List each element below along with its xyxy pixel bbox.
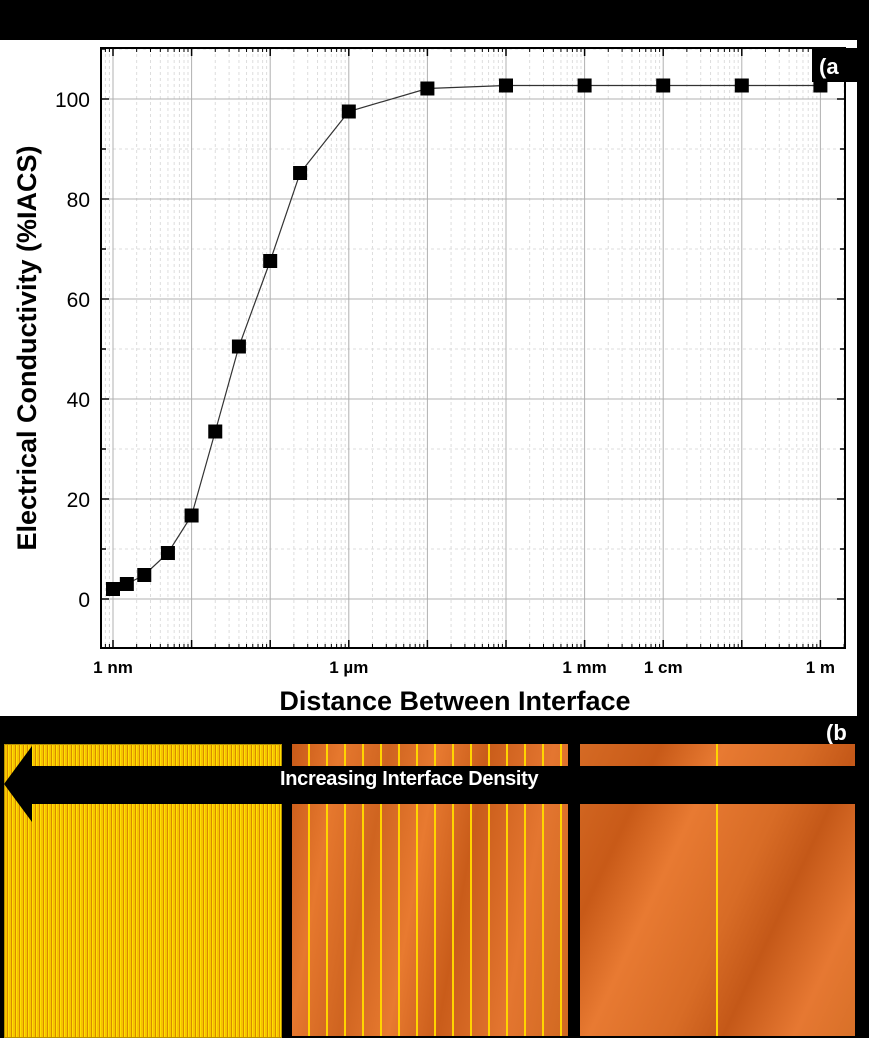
svg-text:1 m: 1 m — [806, 658, 835, 677]
top-black-bar — [0, 0, 869, 40]
svg-text:0: 0 — [78, 589, 90, 612]
panel-a-chart: 0 20 40 60 80 100 1 nm 1 µm 1 mm 1 cm 1 m (a Elec… — [0, 40, 857, 720]
arrow-left-icon — [4, 746, 32, 822]
arrow-shaft — [30, 766, 869, 804]
svg-text:60: 60 — [67, 289, 90, 312]
svg-text:20: 20 — [67, 489, 90, 512]
x-tick-labels: 1 nm 1 µm 1 mm 1 cm 1 m — [93, 658, 835, 677]
x-axis-title: Distance Between Interface — [279, 686, 630, 716]
svg-text:1 µm: 1 µm — [329, 658, 368, 677]
label-a-box — [812, 48, 857, 82]
svg-text:1 nm: 1 nm — [93, 658, 133, 677]
svg-text:100: 100 — [55, 89, 90, 112]
svg-text:1 cm: 1 cm — [644, 658, 683, 677]
plot-frame — [100, 47, 846, 649]
svg-text:1 mm: 1 mm — [562, 658, 606, 677]
y-axis-title: Electrical Conductivity (%IACS) — [12, 145, 42, 550]
minor-grid — [101, 48, 845, 648]
conductivity-chart: 0 20 40 60 80 100 1 nm 1 µm 1 mm 1 cm 1 m (a Elec… — [12, 47, 857, 720]
arrow-label: Increasing Interface Density — [280, 768, 539, 790]
axis-ticks — [101, 48, 845, 648]
panel-a-label: (a — [819, 54, 839, 79]
major-grid — [101, 48, 845, 648]
svg-text:40: 40 — [67, 389, 90, 412]
svg-text:80: 80 — [67, 189, 90, 212]
data-line — [112, 84, 821, 590]
y-tick-labels: 0 20 40 60 80 100 — [55, 89, 90, 612]
data-markers — [106, 78, 828, 596]
interface-line — [716, 744, 718, 1036]
panel-b-label: (b — [826, 720, 847, 745]
panel-b-microstructures: (b Increasing Interface Density — [0, 716, 869, 1038]
